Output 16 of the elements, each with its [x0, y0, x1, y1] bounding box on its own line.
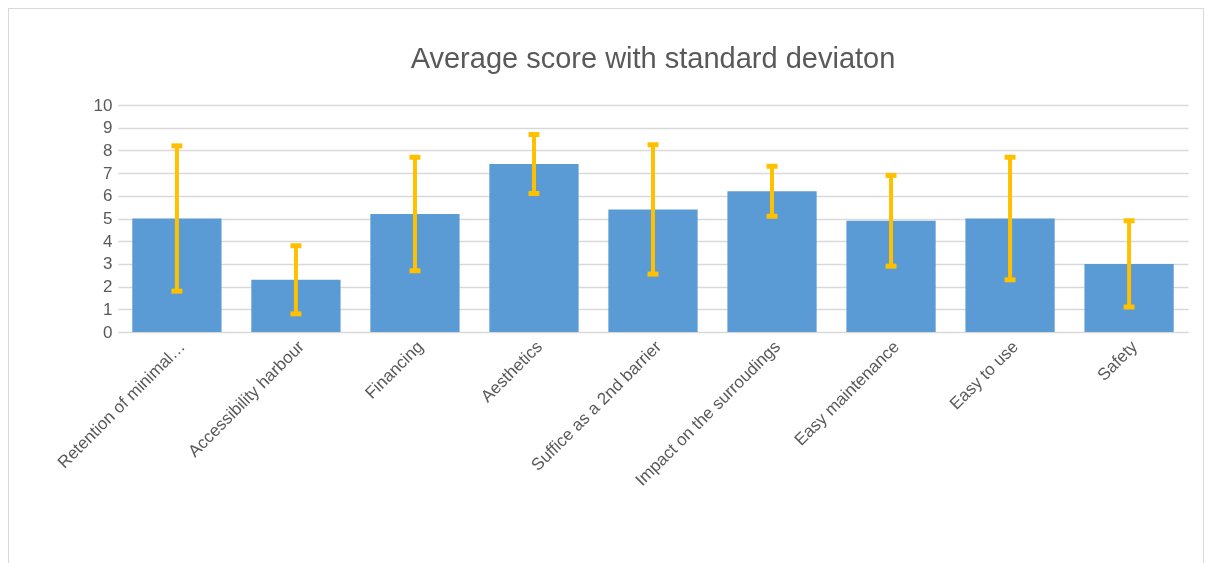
y-tick-label: 5	[103, 209, 113, 228]
y-tick-label: 10	[93, 95, 113, 115]
bar	[489, 164, 579, 332]
bar	[846, 220, 936, 332]
chart-title: Average score with standard deviaton	[410, 42, 896, 74]
y-tick-label: 6	[103, 186, 113, 206]
y-tick-label: 1	[103, 299, 113, 319]
y-tick-label: 8	[103, 140, 113, 160]
y-tick-label: 0	[103, 322, 113, 342]
y-tick-label: 4	[103, 231, 113, 251]
y-tick-label: 2	[103, 277, 113, 297]
bar	[370, 213, 460, 332]
y-tick-label: 3	[103, 254, 113, 274]
bar	[727, 191, 817, 332]
y-tick-label: 7	[103, 163, 113, 183]
y-tick-label: 9	[103, 118, 113, 138]
